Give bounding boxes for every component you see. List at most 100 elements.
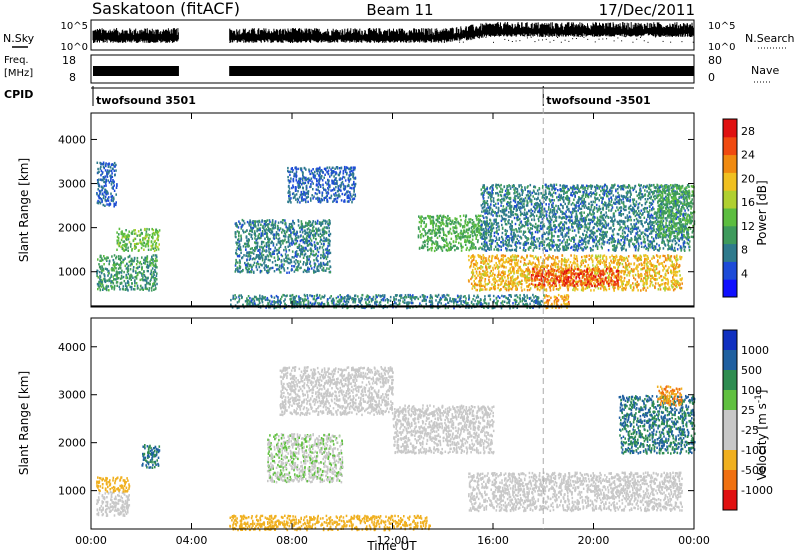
- scatter-cell: [534, 272, 537, 276]
- scatter-cell: [315, 258, 318, 261]
- scatter-cell: [446, 217, 448, 220]
- scatter-cell: [309, 229, 311, 232]
- scatter-cell: [429, 220, 432, 223]
- scatter-cell: [681, 282, 683, 285]
- scatter-cell: [679, 274, 681, 277]
- scatter-cell: [280, 239, 283, 243]
- scatter-cell: [431, 246, 433, 250]
- scatter-cell: [139, 238, 141, 242]
- scatter-cell: [129, 245, 132, 248]
- scatter-cell: [114, 263, 116, 266]
- scatter-cell: [151, 255, 153, 258]
- scatter-cell: [111, 186, 114, 190]
- scatter-cell: [484, 283, 487, 286]
- scatter-cell: [299, 260, 302, 263]
- scatter-cell: [586, 283, 589, 286]
- scatter-cell: [553, 285, 555, 288]
- scatter-cell: [101, 192, 104, 195]
- scatter-cell: [608, 276, 611, 279]
- noise-search-point: [387, 34, 389, 36]
- scatter-cell: [655, 254, 658, 257]
- scatter-cell: [299, 193, 302, 197]
- scatter-cell: [112, 199, 114, 203]
- scatter-cell: [120, 261, 122, 264]
- scatter-cell: [296, 245, 299, 249]
- scatter-cell: [302, 246, 304, 249]
- scatter-cell: [106, 190, 108, 194]
- scatter-cell: [643, 281, 646, 285]
- scatter-cell: [325, 191, 328, 194]
- scatter-cell: [624, 270, 626, 274]
- scatter-cell: [248, 263, 251, 267]
- scatter-cell: [276, 252, 279, 256]
- scatter-cell: [432, 229, 434, 232]
- scatter-cell: [513, 258, 516, 261]
- scatter-cell: [611, 254, 613, 257]
- scatter-cell: [617, 270, 620, 273]
- scatter-cell: [281, 254, 284, 258]
- scatter-cell: [104, 279, 106, 283]
- scatter-cell: [301, 250, 303, 253]
- scatter-cell: [489, 287, 492, 290]
- scatter-cell: [113, 180, 115, 183]
- scatter-cell: [245, 268, 248, 271]
- scatter-cell: [552, 281, 554, 285]
- scatter-cell: [296, 255, 298, 258]
- scatter-cell: [309, 172, 311, 176]
- scatter-cell: [106, 169, 109, 172]
- scatter-cell: [310, 199, 312, 202]
- noise-search-point: [353, 39, 355, 41]
- scatter-cell: [315, 178, 318, 181]
- scatter-cell: [342, 183, 345, 186]
- scatter-cell: [462, 214, 465, 217]
- scatter-cell: [112, 267, 114, 270]
- noise-search-point: [312, 38, 314, 40]
- scatter-cell: [325, 239, 328, 242]
- scatter-cell: [140, 272, 143, 275]
- scatter-cell: [425, 302, 427, 306]
- scatter-cell: [462, 245, 464, 249]
- scatter-cell: [337, 189, 340, 193]
- scatter-cell: [561, 280, 563, 283]
- scatter-cell: [100, 198, 103, 201]
- scatter-cell: [420, 225, 422, 228]
- scatter-cell: [258, 227, 260, 230]
- scatter-cell: [474, 282, 476, 286]
- scatter-cell: [305, 178, 308, 182]
- scatter-cell: [478, 247, 480, 250]
- scatter-cell: [317, 185, 320, 189]
- scatter-cell: [322, 266, 325, 270]
- scatter-cell: [462, 295, 465, 299]
- scatter-cell: [525, 281, 528, 284]
- scatter-cell: [311, 229, 313, 233]
- scatter-cell: [511, 281, 514, 284]
- scatter-cell: [313, 259, 315, 262]
- scatter-cell: [315, 227, 317, 230]
- scatter-cell: [108, 162, 110, 165]
- scatter-cell: [157, 246, 159, 249]
- scatter-cell: [125, 275, 128, 278]
- scatter-cell: [131, 232, 133, 235]
- scatter-cell: [572, 288, 574, 292]
- scatter-cell: [99, 192, 101, 196]
- scatter-cell: [434, 227, 437, 231]
- scatter-cell: [422, 228, 424, 231]
- scatter-cell: [570, 254, 572, 257]
- scatter-cell: [339, 170, 342, 173]
- scatter-cell: [302, 249, 305, 252]
- scatter-cell: [289, 244, 291, 248]
- noise-search-point: [304, 38, 306, 40]
- scatter-cell: [291, 268, 293, 271]
- noise-search-point: [406, 39, 408, 41]
- scatter-cell: [295, 242, 298, 245]
- scatter-cell: [353, 168, 356, 171]
- scatter-cell: [299, 235, 302, 238]
- scatter-cell: [272, 227, 275, 230]
- scatter-cell: [527, 285, 529, 288]
- scatter-cell: [283, 239, 285, 243]
- scatter-cell: [273, 223, 275, 227]
- scatter-cell: [306, 196, 308, 199]
- scatter-cell: [471, 259, 474, 262]
- scatter-cell: [498, 262, 501, 265]
- scatter-cell: [479, 232, 481, 235]
